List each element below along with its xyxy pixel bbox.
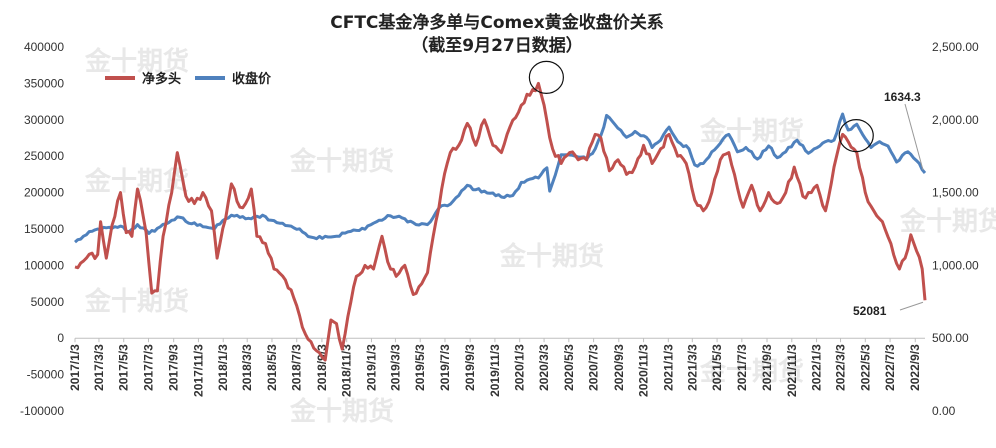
watermark-text: 金十期货 <box>84 46 189 77</box>
x-tick-label: 2021/11/3 <box>785 344 799 397</box>
y-right-tick-label: 1,500.00 <box>932 186 979 200</box>
series <box>74 81 927 362</box>
x-tick-label: 2018/11/3 <box>340 344 354 397</box>
x-tick-label: 2017/11/3 <box>191 344 205 397</box>
legend-label-close-price: 收盘价 <box>232 71 272 87</box>
x-tick-label: 2018/3/3 <box>240 344 254 391</box>
x-tick-label: 2022/5/3 <box>858 344 872 391</box>
x-tick-label: 2020/7/3 <box>587 344 601 391</box>
x-tick-label: 2019/9/3 <box>463 344 477 391</box>
axes: 400000 350000 300000 250000 200000 150000 1000… <box>20 40 979 418</box>
y-right-tick-label: 0.00 <box>932 404 956 418</box>
watermark-text: 金十期货 <box>289 396 394 427</box>
series-line-net-long <box>74 81 927 362</box>
x-tick-label: 2020/1/3 <box>513 344 527 391</box>
y-right-tick-label: 1,000.00 <box>932 258 979 272</box>
highlight-circle <box>528 60 564 95</box>
y-right-tick-label: 2,500.00 <box>932 40 979 54</box>
y-left-tick-label: -50000 <box>27 368 65 382</box>
legend-label-net-long: 净多头 <box>142 71 181 87</box>
watermark-text: 金十期货 <box>699 356 804 387</box>
x-tick-label: 2022/3/3 <box>834 344 848 391</box>
x-tick-label: 2017/5/3 <box>117 344 131 391</box>
x-tick-label: 2020/11/3 <box>637 344 651 397</box>
x-tick-label: 2021/5/3 <box>710 344 724 391</box>
y-right-tick-label: 2,000.00 <box>932 113 979 127</box>
x-tick-label: 2018/1/3 <box>216 344 230 391</box>
x-tick-label: 2021/7/3 <box>735 344 749 391</box>
x-tick-label: 2021/9/3 <box>760 344 774 391</box>
y-left-tick-label: 200000 <box>24 186 64 200</box>
x-tick-label: 2020/9/3 <box>612 344 626 391</box>
legend: 净多头 收盘价 <box>105 71 272 87</box>
x-tick-label: 2021/1/3 <box>661 344 675 391</box>
x-tick-label: 2021/3/3 <box>685 344 699 391</box>
x-tick-label: 2017/1/3 <box>68 344 82 391</box>
x-tick-label: 2020/5/3 <box>562 344 576 391</box>
y-right-tick-label: 500.00 <box>932 331 969 345</box>
y-left-tick-label: 100000 <box>24 258 64 272</box>
x-tick-label: 2019/1/3 <box>364 344 378 391</box>
x-tick-label: 2022/7/3 <box>883 344 897 391</box>
watermark-text: 金十期货 <box>899 206 996 237</box>
watermark-text: 金十期货 <box>699 116 804 147</box>
y-left-tick-label: 150000 <box>24 222 64 236</box>
x-tick-label: 2017/7/3 <box>142 344 156 391</box>
y-left-tick-label: 50000 <box>31 295 65 309</box>
x-tick-label: 2020/3/3 <box>537 344 551 391</box>
annotation-label-close-price: 1634.3 <box>884 90 921 104</box>
x-tick-label: 2019/5/3 <box>413 344 427 391</box>
annotation-leader-net-long <box>899 301 924 311</box>
annotations: 1634.3 52081 <box>528 60 924 318</box>
y-left-tick-label: 300000 <box>24 113 64 127</box>
chart-title: CFTC基金净多单与Comex黄金收盘价关系 <box>330 12 664 33</box>
watermark-text: 金十期货 <box>499 241 604 272</box>
x-tick-label: 2022/9/3 <box>908 344 922 391</box>
x-tick-label: 2022/1/3 <box>810 344 824 391</box>
watermark-layer: 金十期货 金十期货 金十期货 金十期货 金十期货 金十期货 金十期货 金十期货 … <box>84 46 996 427</box>
series-line-close-price <box>74 112 927 244</box>
y-left-tick-label: -100000 <box>20 404 64 418</box>
watermark-text: 金十期货 <box>289 146 394 177</box>
annotation-leader-close-price <box>904 103 924 171</box>
y-left-tick-label: 350000 <box>24 76 64 90</box>
x-tick-label: 2017/3/3 <box>92 344 106 391</box>
watermark-text: 金十期货 <box>84 286 189 317</box>
y-left-tick-label: 0 <box>57 331 64 345</box>
x-tick-label: 2018/7/3 <box>290 344 304 391</box>
y-left-tick-label: 400000 <box>24 40 64 54</box>
x-tick-label: 2019/7/3 <box>438 344 452 391</box>
x-tick-label: 2019/3/3 <box>388 344 402 391</box>
y-left-tick-label: 250000 <box>24 149 64 163</box>
x-tick-label: 2017/9/3 <box>167 344 181 391</box>
x-tick-label: 2018/5/3 <box>265 344 279 391</box>
highlight-circle <box>838 119 874 153</box>
annotation-label-net-long: 52081 <box>853 304 887 318</box>
x-tick-label: 2019/11/3 <box>488 344 502 397</box>
chart-subtitle: （截至9月27日数据） <box>411 35 583 56</box>
